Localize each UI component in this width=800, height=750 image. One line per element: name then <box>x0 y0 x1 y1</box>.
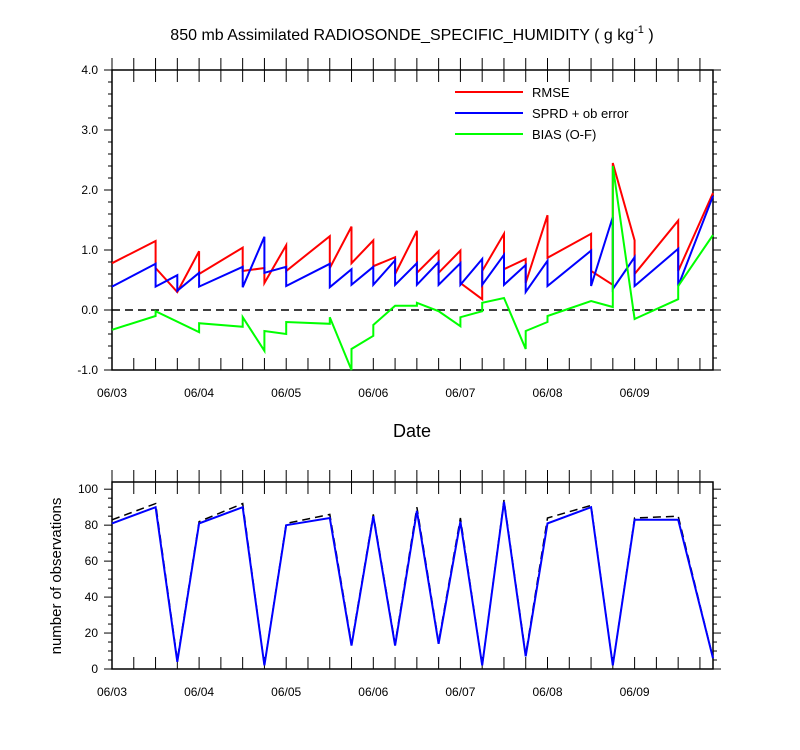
bottom-x-tick-label: 06/06 <box>358 685 388 699</box>
top-y-tick-label: 3.0 <box>81 123 98 137</box>
top-plot-frame <box>111 69 714 371</box>
bottom-axis-ticks: 0 20 40 60 80 100 06/03 06/04 06/05 06/06 06/07 06/… <box>78 470 721 699</box>
legend: RMSE SPRD + ob error BIAS (O-F) <box>455 85 629 142</box>
top-x-tick-label: 06/08 <box>532 386 562 400</box>
bottom-x-tick-label: 06/03 <box>97 685 127 699</box>
legend-label: RMSE <box>532 85 570 100</box>
chart-title: 850 mb Assimilated RADIOSONDE_SPECIFIC_H… <box>170 24 653 44</box>
top-y-tick-label: -1.0 <box>77 363 98 377</box>
series-line-possible <box>111 499 714 666</box>
legend-label: BIAS (O-F) <box>532 127 596 142</box>
bottom-chart: 0 20 40 60 80 100 06/03 06/04 06/05 06/06 06/07 06/… <box>48 470 721 699</box>
bottom-y-tick-label: 0 <box>91 662 98 676</box>
legend-label: SPRD + ob error <box>532 106 629 121</box>
bottom-x-tick-label: 06/04 <box>184 685 214 699</box>
bottom-plot-frame <box>111 481 714 670</box>
top-x-tick-label: 06/03 <box>97 386 127 400</box>
top-y-tick-label: 4.0 <box>81 63 98 77</box>
bottom-y-tick-label: 80 <box>85 518 99 532</box>
top-axis-ticks: -1.0 0.0 1.0 2.0 3.0 4.0 06/03 06/04 06/05 06/06 0… <box>77 58 721 400</box>
top-series-group <box>111 162 714 371</box>
x-axis-label: Date <box>393 421 431 441</box>
top-x-tick-label: 06/09 <box>620 386 650 400</box>
bottom-x-tick-label: 06/07 <box>445 685 475 699</box>
bottom-x-tick-label: 06/05 <box>271 685 301 699</box>
series-line-assimilated <box>111 501 714 666</box>
y-axis-label-observations: number of observations <box>48 498 65 655</box>
top-x-tick-label: 06/07 <box>445 386 475 400</box>
bottom-x-tick-label: 06/08 <box>532 685 562 699</box>
bottom-y-tick-label: 40 <box>85 590 99 604</box>
series-line-bias-o-f <box>111 165 714 371</box>
bottom-y-tick-label: 100 <box>78 482 98 496</box>
bottom-x-tick-label: 06/09 <box>620 685 650 699</box>
bottom-y-tick-label: 60 <box>85 554 99 568</box>
series-line-sprd-ob-error <box>111 195 714 296</box>
top-y-tick-label: 0.0 <box>81 303 98 317</box>
top-y-tick-label: 1.0 <box>81 243 98 257</box>
top-y-tick-label: 2.0 <box>81 183 98 197</box>
bottom-y-tick-label: 20 <box>85 626 99 640</box>
top-x-tick-label: 06/04 <box>184 386 214 400</box>
top-x-tick-label: 06/06 <box>358 386 388 400</box>
bottom-series-group <box>111 499 714 666</box>
top-x-tick-label: 06/05 <box>271 386 301 400</box>
top-chart: 850 mb Assimilated RADIOSONDE_SPECIFIC_H… <box>77 24 721 441</box>
